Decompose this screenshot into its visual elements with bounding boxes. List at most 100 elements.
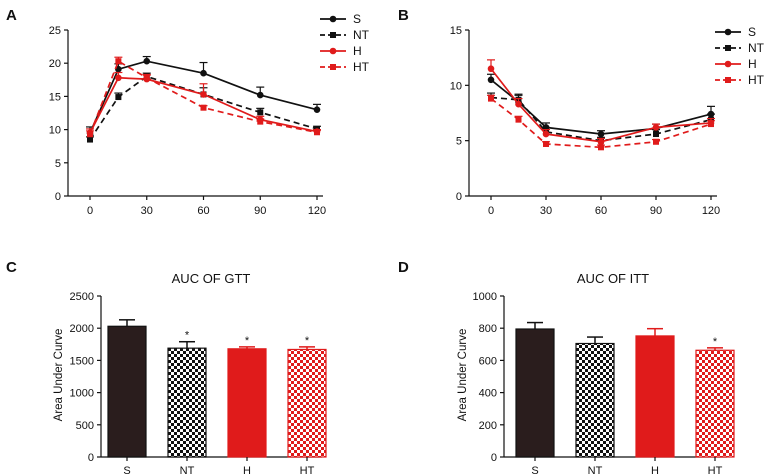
legend-label-ht: HT bbox=[748, 73, 765, 87]
y-tick-label: 0 bbox=[55, 191, 61, 203]
chart-b-itt-line: 0 5 10 15 0 30 60 90 120 S NT H HT bbox=[450, 25, 765, 217]
data-point-ht bbox=[598, 144, 604, 151]
legend-marker bbox=[330, 32, 336, 38]
y-tick-label: 20 bbox=[49, 58, 61, 70]
bar-h bbox=[635, 335, 675, 458]
data-point-ht bbox=[543, 140, 549, 147]
bar-s bbox=[515, 328, 555, 458]
data-point-ht bbox=[314, 129, 320, 136]
y-tick-label: 10 bbox=[450, 80, 462, 92]
bar-ht bbox=[695, 349, 735, 458]
data-point-s bbox=[597, 130, 605, 138]
data-point-nt bbox=[115, 94, 122, 101]
data-point-nt bbox=[653, 131, 659, 138]
x-tick-label: 30 bbox=[540, 205, 552, 217]
x-tick-label: S bbox=[531, 465, 538, 475]
x-tick-label: 90 bbox=[254, 205, 266, 217]
x-tick-label: 120 bbox=[308, 205, 326, 217]
series-line-ht bbox=[89, 59, 318, 135]
data-point-ht bbox=[257, 118, 264, 125]
series-line-h bbox=[490, 68, 712, 143]
y-tick-label: 10 bbox=[49, 125, 61, 137]
legend-marker bbox=[329, 47, 337, 55]
legend-marker bbox=[725, 45, 731, 51]
x-tick-label: HT bbox=[708, 465, 723, 475]
x-tick-label: H bbox=[243, 465, 251, 475]
y-tick-label: 200 bbox=[479, 420, 497, 432]
data-point-s bbox=[256, 91, 264, 99]
chart-title-itt: AUC OF ITT bbox=[577, 271, 649, 286]
legend-label-s: S bbox=[748, 25, 756, 39]
legend-label-nt: NT bbox=[748, 41, 765, 55]
chart-d-auc-itt-bar: 0 200 400 600 800 1000 S NT H HT * bbox=[473, 291, 735, 475]
y-tick-label: 15 bbox=[450, 25, 462, 37]
y-tick-label: 25 bbox=[49, 25, 61, 37]
y-tick-label: 500 bbox=[76, 420, 94, 432]
legend-label-s: S bbox=[353, 12, 361, 26]
y-axis-label-gtt: Area Under Curve bbox=[53, 329, 65, 422]
data-point-h bbox=[597, 138, 605, 146]
x-tick-label: 0 bbox=[87, 205, 93, 217]
significance-marker: * bbox=[305, 335, 310, 347]
series-line-s bbox=[89, 60, 318, 134]
panel-label-b: B bbox=[398, 7, 409, 24]
y-tick-label: 1500 bbox=[70, 355, 94, 367]
chart-a-gtt-line: 0 5 10 15 20 25 0 30 60 90 120 S NT H HT bbox=[49, 12, 370, 217]
data-point-nt bbox=[257, 109, 264, 116]
y-tick-label: 600 bbox=[479, 355, 497, 367]
significance-marker: * bbox=[185, 330, 190, 342]
y-tick-label: 5 bbox=[55, 158, 61, 170]
x-tick-label: 60 bbox=[197, 205, 209, 217]
data-point-ht bbox=[515, 116, 522, 123]
data-point-s bbox=[143, 57, 151, 65]
legend-marker bbox=[724, 60, 732, 68]
data-point-ht bbox=[708, 121, 714, 128]
data-point-h bbox=[515, 100, 522, 108]
series-line-nt bbox=[89, 75, 318, 141]
legend-marker bbox=[725, 77, 731, 83]
data-point-s bbox=[200, 69, 207, 77]
bar-h bbox=[227, 348, 267, 458]
x-tick-label: 120 bbox=[702, 205, 720, 217]
bar-nt bbox=[575, 342, 615, 458]
legend-label-h: H bbox=[748, 57, 757, 71]
y-tick-label: 1000 bbox=[473, 291, 497, 303]
y-tick-label: 5 bbox=[456, 136, 462, 148]
x-tick-label: 60 bbox=[595, 205, 607, 217]
y-tick-label: 0 bbox=[456, 191, 462, 203]
bar-nt bbox=[167, 347, 207, 458]
x-tick-label: H bbox=[651, 465, 659, 475]
bar-ht bbox=[287, 348, 327, 458]
data-point-h bbox=[487, 65, 495, 73]
y-tick-label: 2000 bbox=[70, 323, 94, 335]
chart-title-gtt: AUC OF GTT bbox=[172, 271, 251, 286]
x-tick-label: 0 bbox=[488, 205, 494, 217]
y-axis-label-itt: Area Under Curve bbox=[457, 329, 469, 422]
data-point-ht bbox=[200, 104, 207, 111]
data-point-h bbox=[200, 91, 207, 98]
x-tick-label: HT bbox=[300, 465, 315, 475]
x-tick-label: S bbox=[123, 465, 130, 475]
legend-marker bbox=[329, 15, 337, 23]
bar-s bbox=[107, 325, 147, 458]
panel-label-a: A bbox=[6, 7, 17, 24]
x-tick-label: NT bbox=[588, 465, 603, 475]
chart-c-auc-gtt-bar: 0 500 1000 1500 2000 2500 S NT * H * HT * bbox=[70, 291, 327, 475]
legend-label-nt: NT bbox=[353, 28, 370, 42]
x-tick-label: 30 bbox=[141, 205, 153, 217]
data-point-ht bbox=[653, 138, 659, 145]
x-tick-label: NT bbox=[180, 465, 195, 475]
data-point-nt bbox=[87, 136, 93, 143]
significance-marker: * bbox=[713, 336, 718, 348]
data-point-h bbox=[115, 74, 122, 82]
y-tick-label: 800 bbox=[479, 323, 497, 335]
legend-label-h: H bbox=[353, 44, 362, 58]
significance-marker: * bbox=[245, 335, 250, 347]
series-line-h bbox=[89, 76, 318, 134]
data-point-ht bbox=[488, 95, 494, 102]
series-line-ht bbox=[490, 97, 712, 149]
legend-marker bbox=[724, 28, 732, 36]
data-point-ht bbox=[87, 131, 93, 138]
data-point-s bbox=[487, 76, 495, 84]
